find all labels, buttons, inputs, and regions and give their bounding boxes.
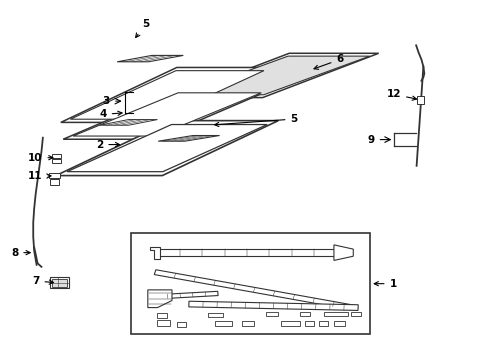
Bar (131, 233, 369, 334)
Text: 4: 4 (99, 109, 122, 120)
Bar (208, 313, 223, 317)
Polygon shape (99, 120, 157, 125)
Bar (157, 320, 169, 326)
Polygon shape (63, 90, 270, 139)
Bar (50, 277, 69, 288)
Text: 10: 10 (28, 153, 53, 163)
Bar (305, 321, 313, 327)
Text: 3: 3 (102, 96, 109, 106)
Polygon shape (173, 53, 378, 98)
Bar (49, 173, 60, 178)
Polygon shape (155, 291, 218, 299)
Polygon shape (67, 125, 266, 172)
Bar (177, 322, 185, 327)
Polygon shape (61, 67, 273, 122)
Text: 8: 8 (11, 248, 30, 258)
Bar (300, 312, 309, 316)
Bar (52, 154, 61, 158)
Bar (157, 313, 167, 318)
Bar (265, 312, 278, 316)
Polygon shape (73, 93, 261, 136)
Text: 2: 2 (96, 140, 120, 149)
Polygon shape (147, 290, 172, 307)
Text: 7: 7 (32, 276, 53, 286)
Text: 9: 9 (367, 135, 374, 145)
Bar (416, 96, 424, 104)
Bar (333, 321, 344, 327)
Polygon shape (154, 270, 353, 310)
Polygon shape (157, 249, 336, 256)
Bar (324, 312, 348, 316)
Text: 5: 5 (136, 19, 149, 37)
Polygon shape (70, 71, 264, 119)
Polygon shape (150, 247, 160, 259)
Bar (215, 321, 232, 327)
Bar (52, 279, 67, 287)
Polygon shape (158, 135, 219, 141)
Bar (350, 312, 361, 316)
Text: 11: 11 (28, 171, 51, 181)
Bar (50, 179, 59, 185)
Bar (242, 321, 254, 326)
Text: 12: 12 (386, 89, 416, 100)
Text: 6: 6 (313, 54, 343, 69)
Bar (319, 321, 327, 327)
Text: 5: 5 (214, 114, 297, 127)
Bar (52, 159, 61, 163)
Polygon shape (333, 245, 352, 260)
Text: 1: 1 (373, 279, 396, 289)
Polygon shape (188, 301, 358, 310)
Bar (280, 321, 300, 327)
Polygon shape (117, 55, 183, 62)
Polygon shape (182, 56, 369, 95)
Polygon shape (56, 121, 278, 176)
